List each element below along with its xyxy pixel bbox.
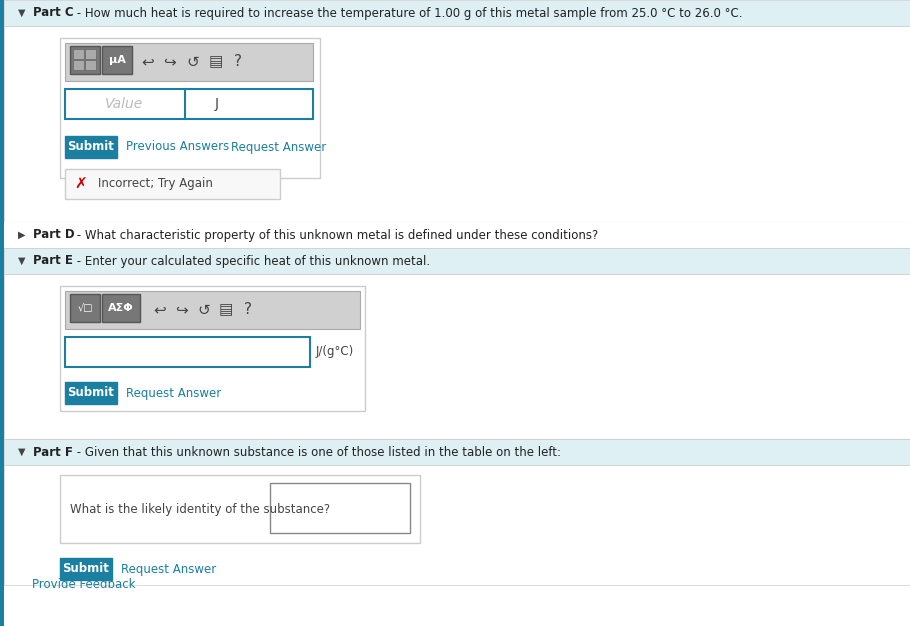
Bar <box>65 43 313 81</box>
Bar <box>70 46 100 74</box>
Text: Request Answer: Request Answer <box>121 563 217 575</box>
Text: Part C: Part C <box>33 6 74 19</box>
Bar <box>73 49 84 59</box>
Bar <box>270 483 410 533</box>
Text: Submit: Submit <box>67 386 115 399</box>
Text: μA: μA <box>108 55 126 65</box>
Text: Request Answer: Request Answer <box>126 386 221 399</box>
Text: Previous Answers: Previous Answers <box>126 140 229 153</box>
Text: ▤: ▤ <box>208 54 223 69</box>
Text: Provide Feedback: Provide Feedback <box>32 578 136 592</box>
Text: - How much heat is required to increase the temperature of 1.00 g of this metal : - How much heat is required to increase … <box>73 6 743 19</box>
Text: ▼: ▼ <box>18 256 25 266</box>
Text: Submit: Submit <box>67 140 115 153</box>
Text: ↺: ↺ <box>197 302 210 317</box>
Text: - Enter your calculated specific heat of this unknown metal.: - Enter your calculated specific heat of… <box>73 255 430 267</box>
Bar <box>60 558 112 580</box>
Text: ▼: ▼ <box>18 447 25 457</box>
Text: J: J <box>215 97 219 111</box>
Text: ↪: ↪ <box>164 54 177 69</box>
Text: ✗: ✗ <box>75 177 87 192</box>
Bar <box>65 337 310 367</box>
Text: J/(g°C): J/(g°C) <box>316 346 354 359</box>
Bar <box>4 439 910 465</box>
Bar <box>0 0 4 626</box>
Text: Part D: Part D <box>33 228 75 242</box>
Text: What is the likely identity of the substance?: What is the likely identity of the subst… <box>70 503 330 515</box>
Bar <box>102 46 132 74</box>
Text: Part F: Part F <box>33 446 73 458</box>
Text: Request Answer: Request Answer <box>231 140 327 153</box>
Text: ↩: ↩ <box>154 302 167 317</box>
Text: Value: Value <box>105 97 143 111</box>
Text: - Given that this unknown substance is one of those listed in the table on the l: - Given that this unknown substance is o… <box>73 446 561 458</box>
Bar <box>65 89 313 119</box>
Bar <box>4 26 910 222</box>
Text: Submit: Submit <box>63 563 109 575</box>
Text: ▼: ▼ <box>18 8 25 18</box>
Bar <box>85 60 96 70</box>
Bar <box>60 286 365 411</box>
Text: Part E: Part E <box>33 255 73 267</box>
Text: ΑΣΦ: ΑΣΦ <box>108 303 134 313</box>
Text: ▶: ▶ <box>18 230 25 240</box>
Bar <box>4 0 910 26</box>
Bar <box>4 222 910 248</box>
Text: ?: ? <box>244 302 252 317</box>
Text: ▤: ▤ <box>218 302 233 317</box>
Bar <box>102 294 140 322</box>
Bar <box>65 382 117 404</box>
Text: √□: √□ <box>77 303 93 313</box>
Text: ↪: ↪ <box>176 302 188 317</box>
Text: - What characteristic property of this unknown metal is defined under these cond: - What characteristic property of this u… <box>73 228 598 242</box>
Text: ↩: ↩ <box>142 54 155 69</box>
Text: Incorrect; Try Again: Incorrect; Try Again <box>98 178 213 190</box>
Bar <box>73 60 84 70</box>
Bar <box>60 475 420 543</box>
Bar <box>65 136 117 158</box>
Bar <box>60 38 320 178</box>
Bar <box>85 49 96 59</box>
Text: ?: ? <box>234 54 242 69</box>
Bar <box>70 294 100 322</box>
Bar <box>4 465 910 585</box>
Text: ↺: ↺ <box>187 54 199 69</box>
Bar <box>65 169 280 199</box>
Bar <box>4 274 910 439</box>
Bar <box>4 248 910 274</box>
Bar <box>65 291 360 329</box>
